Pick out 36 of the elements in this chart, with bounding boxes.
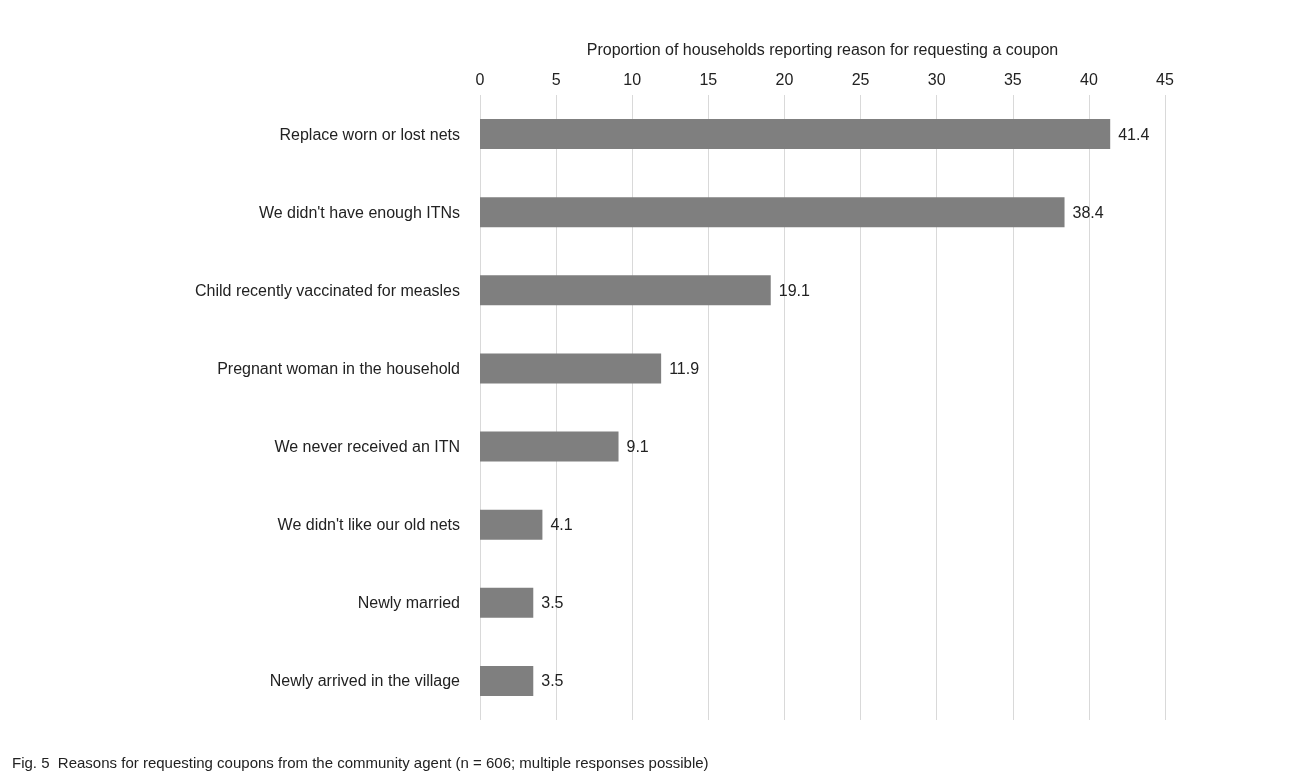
bar <box>480 119 1111 150</box>
bar <box>480 353 662 384</box>
bar <box>480 275 771 306</box>
y-tick-label: We didn't have enough ITNs <box>258 203 460 221</box>
y-tick-label: Newly married <box>357 594 460 612</box>
data-label: 19.1 <box>778 281 810 299</box>
bar <box>480 509 543 540</box>
y-tick-label: Child recently vaccinated for measles <box>194 281 460 299</box>
x-tick-label: 10 <box>623 70 642 88</box>
x-tick-label: 5 <box>551 70 561 88</box>
x-axis-title: Proportion of households reporting reason for requesting a coupon <box>586 40 1059 58</box>
data-label: 3.5 <box>541 594 564 612</box>
x-tick-label: 30 <box>927 70 946 88</box>
y-tick-label: We never received an ITN <box>274 438 460 456</box>
x-tick-label: 35 <box>1003 70 1022 88</box>
bar <box>480 665 534 696</box>
x-tick-label: 15 <box>699 70 718 88</box>
data-label: 41.4 <box>1118 125 1150 143</box>
data-label: 11.9 <box>669 359 700 377</box>
x-tick-label: 0 <box>475 70 485 88</box>
data-label: 38.4 <box>1072 203 1104 221</box>
data-label: 3.5 <box>541 672 564 690</box>
y-tick-label: Pregnant woman in the household <box>217 359 460 377</box>
bar <box>480 587 534 618</box>
x-tick-label: 20 <box>775 70 794 88</box>
y-tick-label: Replace worn or lost nets <box>279 125 460 143</box>
x-tick-label: 45 <box>1156 70 1174 88</box>
bar <box>480 431 619 462</box>
y-tick-label: We didn't like our old nets <box>277 516 460 534</box>
x-tick-label: 40 <box>1079 70 1098 88</box>
caption: Fig. 5 Reasons for requesting coupons from the community agent (n = 606; multiple responses possible) <box>12 754 709 771</box>
y-tick-label: Newly arrived in the village <box>269 672 461 690</box>
data-label: 4.1 <box>550 516 573 534</box>
x-tick-label: 25 <box>851 70 870 88</box>
data-label: 9.1 <box>626 438 649 456</box>
bar <box>480 197 1065 228</box>
